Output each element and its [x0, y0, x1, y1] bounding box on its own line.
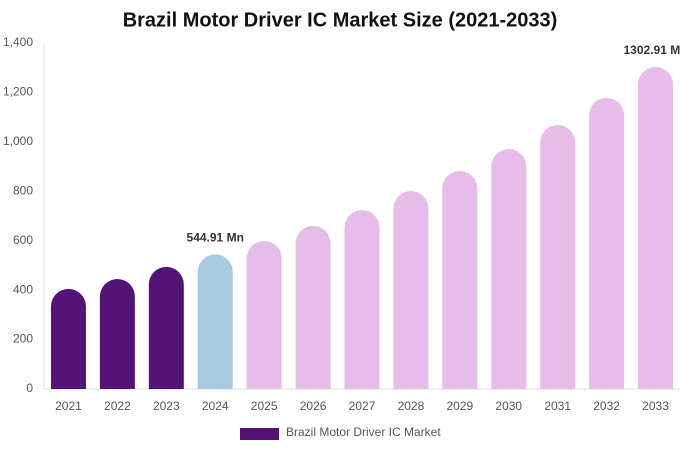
x-tick-label: 2025 — [251, 399, 278, 413]
bar — [491, 149, 527, 389]
bar — [393, 191, 429, 389]
x-tick-label: 2023 — [153, 399, 180, 413]
x-tick-label: 2021 — [55, 399, 82, 413]
x-tick-label: 2028 — [398, 399, 425, 413]
legend-label: Brazil Motor Driver IC Market — [286, 425, 441, 439]
bar — [246, 240, 282, 389]
x-tick-label: 2029 — [446, 399, 473, 413]
y-tick-label: 200 — [13, 332, 33, 346]
y-tick-label: 400 — [13, 282, 33, 296]
bar — [540, 125, 576, 390]
bar — [50, 288, 86, 389]
y-tick-label: 1,400 — [3, 35, 33, 49]
value-label: 544.91 Mn — [187, 231, 244, 245]
x-tick-label: 2022 — [104, 399, 131, 413]
bar — [442, 171, 478, 389]
bar — [197, 254, 233, 389]
bar — [638, 66, 674, 389]
x-tick-label: 2024 — [202, 399, 229, 413]
x-tick-label: 2033 — [642, 399, 669, 413]
x-tick-label: 2031 — [544, 399, 571, 413]
x-tick-label: 2026 — [300, 399, 327, 413]
bar — [589, 97, 625, 389]
x-tick-label: 2032 — [593, 399, 620, 413]
y-tick-label: 0 — [26, 381, 33, 395]
legend-swatch — [240, 428, 279, 440]
bar — [344, 210, 380, 389]
chart-title: Brazil Motor Driver IC Market Size (2021… — [123, 9, 558, 31]
bar — [99, 279, 135, 389]
x-tick-label: 2027 — [349, 399, 376, 413]
value-label: 1302.91 Mn — [624, 43, 680, 57]
y-tick-label: 1,200 — [3, 85, 33, 99]
bar — [295, 225, 331, 389]
y-tick-label: 1,000 — [3, 134, 33, 148]
x-tick-label: 2030 — [495, 399, 522, 413]
y-tick-label: 600 — [13, 233, 33, 247]
bar — [148, 266, 184, 389]
y-tick-label: 800 — [13, 183, 33, 197]
